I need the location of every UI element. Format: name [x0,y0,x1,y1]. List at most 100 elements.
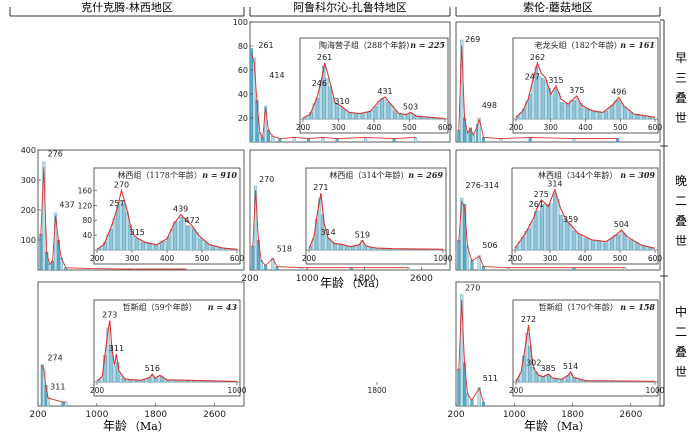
panel-p7: 2001000180026002705112001000180026002723… [447,281,665,420]
inset-peak-label: 314 [320,228,335,237]
inset-bar [351,113,355,120]
inset-bar [354,245,358,251]
inset-bar [629,239,633,251]
inset-bar [119,200,123,251]
inset-bar [581,237,585,251]
main-peak-label: 261 [258,41,273,50]
inset-bar [572,230,576,251]
main-bar [616,138,620,143]
inset-bar [603,242,608,251]
main-peak-label: 269 [465,35,480,44]
region-header-2: 阿鲁科尔沁-扎鲁特地区 [293,0,407,14]
main-x-tick-label: 200 [29,410,46,420]
period-label-late-permian-4: 世 [675,234,687,248]
inset-bar [530,221,535,251]
inset-title: 哲斯组（59个年龄） [123,302,197,312]
inset-bar [585,108,589,120]
main-x-tick-label: 2600 [619,410,642,420]
inset-peak-label: 315 [548,76,563,85]
main-y-tick-label: 60 [238,66,248,75]
main-bar [414,137,418,143]
inset-peak-label: 472 [185,216,200,225]
inset-bar [562,219,566,251]
main-bar [39,233,43,271]
inset-bar [540,204,544,251]
inset-bar [373,106,378,120]
period-label-early-triassic-1: 早 [675,51,687,65]
inset-bar [549,203,554,251]
period-label-early-triassic-3: 叠 [675,91,687,105]
inset-kde-line [514,188,656,249]
inset-bar [568,223,573,251]
main-peak-label: 414 [269,71,284,80]
inset-bar [604,111,608,120]
inset-bar [629,112,633,120]
inset-bar [569,100,573,120]
main-bar [251,245,255,271]
inset-title: 陶海营子组（288个年龄） [319,40,414,50]
inset-bar [553,88,558,120]
inset-bar [112,218,117,251]
inset-bar [597,112,602,120]
main-peak-label: 506 [482,241,497,250]
inset-peak-label: 496 [611,88,626,97]
inset-bar [377,101,381,120]
main-bar [466,132,470,143]
inset-x-tick-label: 400 [160,254,175,263]
inset-n-label: n = 910 [202,170,237,180]
inset-x-tick-label: 1800 [367,386,386,395]
inset-title: 林西组（344个年龄） [538,170,617,180]
main-bar [470,260,474,271]
inset-bar [147,243,152,251]
main-x-tick-label: 1800 [561,410,584,420]
inset-bar [189,226,193,251]
period-label-late-permian-3: 叠 [675,214,687,228]
inset-bar [364,112,368,120]
main-bar [463,203,467,271]
inset-bar [163,241,167,251]
inset-peak-label: 257 [109,199,124,208]
inset-bar [328,86,332,120]
inset-bar [338,107,342,120]
inset-peak-label: 310 [334,97,349,106]
inset-bar [591,110,595,120]
inset-bar [537,376,542,383]
inset-y-tick-label: 80 [82,216,92,225]
inset-bar [616,234,620,251]
inset-bar [550,378,554,383]
inset-bar [626,110,630,120]
inset-bar [575,98,580,120]
inset-x-tick-label: 400 [367,123,382,132]
main-kde-line [458,199,625,269]
inset-peak-label: 261 [317,53,332,62]
main-x-tick-label: 1000 [296,274,319,284]
inset-bar [594,112,599,120]
inset-bar [393,110,397,120]
main-bar [271,257,275,271]
inset-bar [588,109,592,120]
main-bar [482,137,486,143]
inset-peak-label: 516 [145,364,160,373]
inset-peak-label: 246 [312,79,327,88]
panels: 20 40 60 80 100 261 414 200 300 400 500 600 246 261 31… [21,18,665,420]
inset-bar [610,237,614,251]
inset-peak-label: 375 [569,86,584,95]
inset-x-tick-label: 1000 [433,254,452,263]
inset-bar [620,103,624,120]
inset-peak-label: 315 [130,228,145,237]
inset-bar [367,111,371,120]
inset-peak-label: 270 [114,180,129,189]
inset-bar [531,80,535,120]
inset-bar [211,245,215,251]
main-bar [477,387,481,407]
panel-p1: 20 40 60 80 100 261 414 200 300 400 500 600 246 261 31… [233,18,452,143]
period-label-middle-permian-4: 世 [675,365,687,379]
inset-x-tick-label: 500 [613,254,628,263]
inset-bar [336,243,340,251]
inset-bar [559,215,563,251]
region-headers: 克什克腾-林西地区 阿鲁科尔沁-扎鲁特地区 索伦-蘑菇地区 [9,0,661,17]
x-axis-title-center: 年龄 [320,276,344,290]
inset-peak-label: 359 [563,215,578,224]
